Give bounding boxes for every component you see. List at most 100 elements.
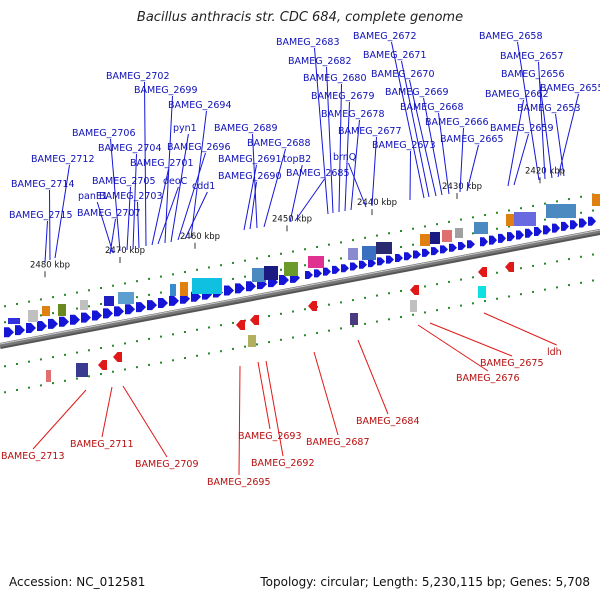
- forward-gene-label: BAMEG_2715: [9, 210, 73, 221]
- dot-track-upper: [160, 291, 162, 294]
- dot-track-lower: [280, 312, 282, 315]
- dot-track-upper: [244, 275, 246, 278]
- forward-gene-label: BAMEG_2689: [214, 123, 278, 134]
- forward-label-line: [314, 47, 329, 215]
- dot-track-outer: [232, 261, 234, 264]
- dot-track-upper: [232, 277, 234, 280]
- forward-gene-label: BAMEG_2659: [490, 123, 554, 134]
- dot-track-upper: [508, 225, 510, 228]
- dot-track-upper: [280, 268, 282, 271]
- cog-category-block: [58, 304, 66, 316]
- forward-gene-arrow: [341, 264, 349, 273]
- forward-gene-label: BAMEG_2714: [11, 179, 75, 190]
- dot-track-outer: [484, 214, 486, 217]
- forward-gene-arrow: [458, 241, 466, 250]
- dot-track-upper: [544, 218, 546, 221]
- forward-gene-arrow: [395, 253, 403, 262]
- forward-label-line: [401, 60, 430, 198]
- dot-track-upper: [412, 243, 414, 246]
- forward-gene-arrow: [377, 257, 385, 266]
- dot-track-outer: [544, 202, 546, 205]
- dot-track-bottom: [136, 366, 138, 369]
- cog-category-block: [118, 292, 134, 304]
- dot-track-bottom: [568, 284, 570, 287]
- forward-gene-arrow: [386, 255, 394, 264]
- forward-gene-label: BAMEG_2683: [276, 37, 340, 48]
- dot-track-upper: [340, 257, 342, 260]
- forward-label-line: [137, 201, 140, 249]
- forward-gene-label: BAMEG_2690: [218, 171, 282, 182]
- dot-track-bottom: [436, 309, 438, 312]
- forward-label-line: [44, 220, 48, 263]
- forward-gene-label: BAMEG_2705: [92, 176, 156, 187]
- dot-track-lower: [4, 365, 6, 368]
- forward-label-line: [170, 133, 189, 243]
- dot-track-bottom: [328, 329, 330, 332]
- forward-gene-arrow: [191, 291, 201, 302]
- dot-track-bottom: [88, 375, 90, 378]
- forward-gene-label: BAMEG_2670: [371, 69, 435, 80]
- forward-gene-label: BAMEG_2668: [400, 102, 464, 113]
- forward-gene-label: BAMEG_2706: [72, 128, 136, 139]
- cog-category-block: [264, 266, 278, 280]
- forward-gene-label: topB2: [283, 154, 311, 165]
- backbone-highlight: [0, 229, 600, 345]
- dot-track-outer: [400, 230, 402, 232]
- dot-track-outer: [436, 223, 438, 226]
- dot-track-lower: [580, 255, 582, 258]
- forward-label-line: [350, 119, 360, 211]
- forward-gene-label: BAMEG_2669: [385, 87, 449, 98]
- forward-label-line: [151, 168, 169, 246]
- dot-track-lower: [64, 353, 66, 356]
- forward-gene-label: deoC: [163, 176, 188, 187]
- dot-track-bottom: [244, 345, 246, 348]
- dot-track-bottom: [232, 347, 234, 350]
- dot-track-lower: [304, 308, 306, 311]
- dot-track-outer: [28, 300, 30, 303]
- forward-gene-arrow: [158, 297, 168, 308]
- forward-label-line: [466, 144, 479, 192]
- forward-gene-label: cdd1: [192, 181, 215, 192]
- cog-category-block: [46, 370, 51, 382]
- forward-gene-label: BAMEG_2671: [363, 50, 427, 61]
- dot-track-bottom: [220, 350, 222, 353]
- dot-track-bottom: [28, 386, 30, 389]
- forward-label-line: [555, 113, 565, 177]
- reverse-gene-arrow: [113, 352, 122, 362]
- dot-track-upper: [496, 227, 498, 230]
- forward-gene-arrow: [561, 221, 569, 231]
- cog-category-block: [430, 232, 440, 244]
- forward-gene-label: BAMEG_2657: [500, 51, 564, 62]
- dot-track-bottom: [268, 341, 270, 344]
- reverse-label-line: [265, 360, 284, 457]
- reverse-label-line: [257, 361, 271, 430]
- forward-label-line: [391, 41, 425, 199]
- forward-gene-arrow: [413, 250, 421, 259]
- dot-track-upper: [472, 232, 474, 235]
- dot-track-bottom: [196, 354, 198, 357]
- cog-category-block: [546, 204, 576, 218]
- forward-gene-arrow: [37, 320, 47, 331]
- forward-label-line: [344, 101, 350, 212]
- forward-gene-label: BAMEG_2685: [286, 168, 350, 179]
- dot-track-bottom: [16, 388, 18, 391]
- cog-category-block: [376, 242, 392, 254]
- forward-gene-label: BAMEG_2653: [517, 103, 581, 114]
- dot-track-upper: [76, 307, 78, 310]
- dot-track-bottom: [364, 322, 366, 325]
- dot-track-lower: [220, 324, 222, 327]
- gene-labels: BAMEG_2715 BAMEG_2714 BAMEG_2712 BAMEG_2707…: [1, 31, 600, 488]
- backbone-line: [0, 229, 600, 347]
- forward-gene-arrow: [516, 230, 524, 240]
- reverse-gene-label: ldh: [547, 347, 562, 358]
- dot-track-bottom: [292, 336, 294, 339]
- dot-track-lower: [88, 349, 90, 352]
- forward-gene-arrow: [279, 274, 289, 285]
- dot-track-bottom: [400, 316, 402, 318]
- forward-gene-label: BAMEG_2688: [247, 138, 311, 149]
- forward-gene-label: BAMEG_2696: [167, 142, 231, 153]
- reverse-gene-label: BAMEG_2692: [251, 458, 315, 469]
- dot-track-bottom: [376, 320, 378, 323]
- dot-track-bottom: [520, 293, 522, 296]
